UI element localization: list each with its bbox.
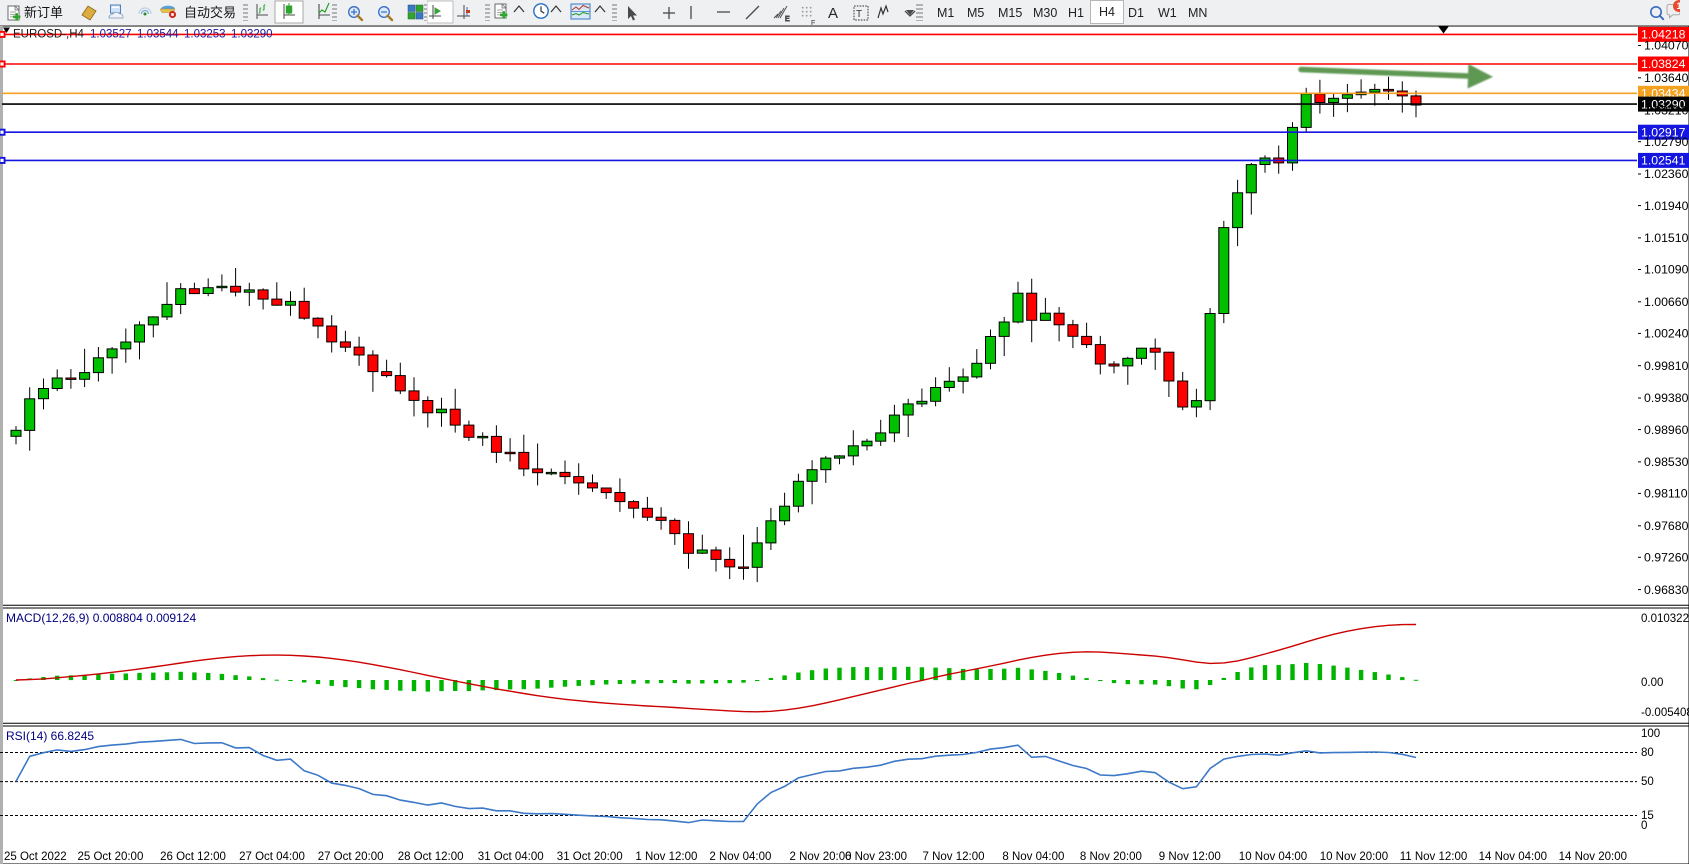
svg-text:31 Oct 20:00: 31 Oct 20:00 [557, 851, 623, 863]
svg-text:25 Oct 20:00: 25 Oct 20:00 [78, 851, 144, 863]
svg-text:RSI(14) 66.8245: RSI(14) 66.8245 [6, 729, 94, 743]
svg-text:1: 1 [1676, 1, 1680, 11]
svg-text:1.03640: 1.03640 [1644, 71, 1689, 85]
svg-text:10 Nov 04:00: 10 Nov 04:00 [1239, 851, 1307, 863]
svg-text:6 Nov 23:00: 6 Nov 23:00 [845, 851, 907, 863]
svg-text:31 Oct 04:00: 31 Oct 04:00 [478, 851, 544, 863]
svg-text:26 Oct 12:00: 26 Oct 12:00 [160, 851, 226, 863]
svg-text:0.98960: 0.98960 [1644, 423, 1689, 437]
svg-text:0.97260: 0.97260 [1644, 551, 1689, 565]
svg-text:0.98530: 0.98530 [1644, 455, 1689, 469]
svg-text:1.00240: 1.00240 [1644, 327, 1689, 341]
svg-text:EUROSD-,H4: EUROSD-,H4 [13, 29, 85, 41]
svg-text:自动交易: 自动交易 [184, 5, 236, 20]
svg-text:0.96830: 0.96830 [1644, 583, 1689, 597]
svg-text:9 Nov 12:00: 9 Nov 12:00 [1159, 851, 1221, 863]
svg-text:14 Nov 04:00: 14 Nov 04:00 [1479, 851, 1547, 863]
svg-text:0.010322: 0.010322 [1641, 613, 1689, 625]
svg-text:28 Oct 12:00: 28 Oct 12:00 [398, 851, 464, 863]
svg-text:0.97680: 0.97680 [1644, 519, 1689, 533]
svg-text:27 Oct 04:00: 27 Oct 04:00 [239, 851, 305, 863]
svg-text:100: 100 [1641, 728, 1660, 740]
svg-text:10 Nov 20:00: 10 Nov 20:00 [1320, 851, 1388, 863]
svg-text:1.03290: 1.03290 [231, 29, 273, 41]
svg-text:8 Nov 20:00: 8 Nov 20:00 [1080, 851, 1142, 863]
svg-text:50: 50 [1641, 776, 1654, 788]
svg-text:0.00: 0.00 [1641, 677, 1663, 689]
svg-text:80: 80 [1641, 747, 1654, 759]
svg-text:1.01090: 1.01090 [1644, 263, 1689, 277]
svg-text:1.03544: 1.03544 [137, 29, 179, 41]
svg-text:0.98110: 0.98110 [1644, 487, 1688, 501]
svg-text:0.99380: 0.99380 [1644, 391, 1689, 405]
svg-text:新订单: 新订单 [24, 5, 63, 20]
svg-text:1.02790: 1.02790 [1644, 135, 1689, 149]
svg-text:-0.005408: -0.005408 [1641, 707, 1689, 719]
svg-text:8 Nov 04:00: 8 Nov 04:00 [1002, 851, 1064, 863]
svg-text:1.02360: 1.02360 [1644, 167, 1689, 181]
svg-text:1.02541: 1.02541 [1641, 154, 1686, 168]
svg-text:1.00660: 1.00660 [1644, 295, 1689, 309]
svg-text:0.99810: 0.99810 [1644, 359, 1689, 373]
svg-text:A: A [828, 5, 838, 22]
svg-text:2 Nov 20:00: 2 Nov 20:00 [790, 851, 852, 863]
svg-text:11 Nov 12:00: 11 Nov 12:00 [1400, 851, 1468, 863]
svg-text:1.01940: 1.01940 [1644, 199, 1689, 213]
svg-text:2 Nov 04:00: 2 Nov 04:00 [709, 851, 771, 863]
svg-text:MACD(12,26,9) 0.008804 0.00912: MACD(12,26,9) 0.008804 0.009124 [6, 611, 196, 625]
svg-text:1.04070: 1.04070 [1644, 39, 1689, 53]
svg-text:F: F [811, 20, 815, 26]
svg-text:1.03527: 1.03527 [90, 29, 132, 41]
svg-text:0: 0 [1641, 820, 1647, 832]
svg-text:E: E [785, 16, 790, 23]
svg-text:1.01510: 1.01510 [1644, 231, 1689, 245]
svg-text:1.03210: 1.03210 [1644, 103, 1689, 117]
svg-text:1 Nov 12:00: 1 Nov 12:00 [635, 851, 697, 863]
svg-text:1.03253: 1.03253 [184, 29, 226, 41]
svg-text:25 Oct 2022: 25 Oct 2022 [4, 851, 67, 863]
svg-text:14 Nov 20:00: 14 Nov 20:00 [1559, 851, 1627, 863]
svg-text:T: T [856, 9, 862, 20]
svg-text:1.03824: 1.03824 [1641, 57, 1686, 71]
svg-text:7 Nov 12:00: 7 Nov 12:00 [923, 851, 985, 863]
svg-text:27 Oct 20:00: 27 Oct 20:00 [318, 851, 384, 863]
